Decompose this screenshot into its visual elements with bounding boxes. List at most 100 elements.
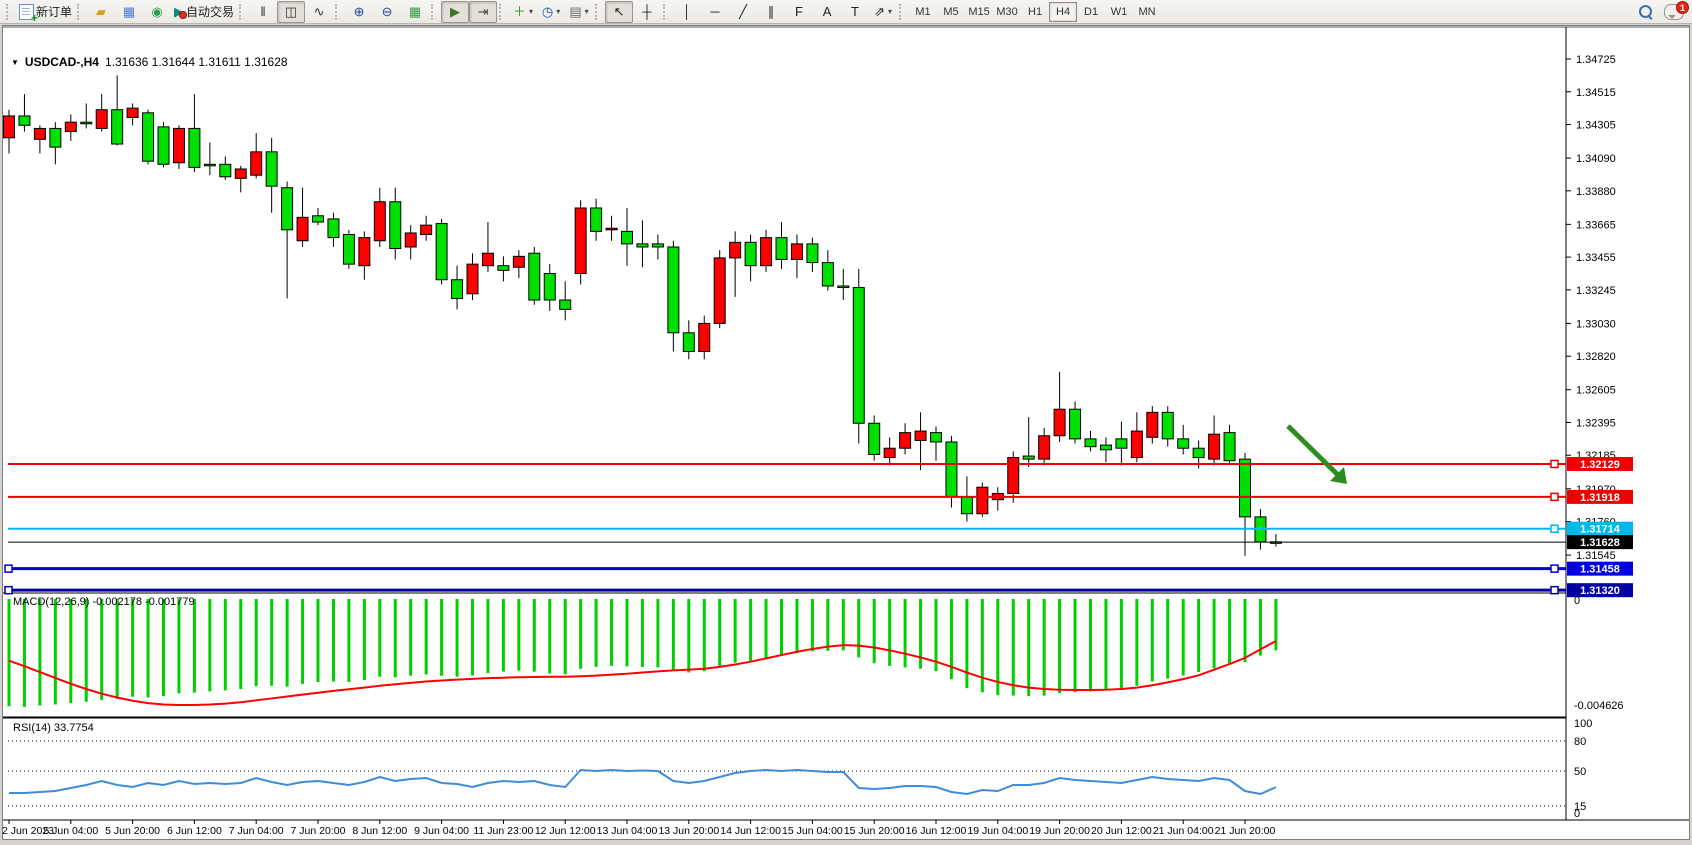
market-watch-button[interactable]: ▰ <box>87 1 115 23</box>
zoom-out-button[interactable]: ⊖ <box>373 1 401 23</box>
timeframe-mn-button[interactable]: MN <box>1138 5 1156 18</box>
bull-candle-body <box>172 127 185 164</box>
bull-candle-body <box>790 243 803 260</box>
templates-button[interactable]: ▤ ▾ <box>565 1 593 23</box>
horizontal-line-button[interactable]: ─ <box>701 1 729 23</box>
bear-candle-body <box>18 115 31 126</box>
line-chart-mode-button[interactable]: ∿ <box>305 1 333 23</box>
bear-candle-body <box>1022 455 1035 460</box>
bear-candle-body <box>327 218 340 239</box>
indicators-icon: ＋ <box>513 4 527 19</box>
clock-icon: ◷ <box>541 4 554 19</box>
timeframe-d1-button[interactable]: D1 <box>1084 5 1099 18</box>
hline-left-handle[interactable] <box>4 564 13 573</box>
time-tick-label: 19 Jun 20:00 <box>1029 825 1090 837</box>
chevron-down-icon[interactable]: ▾ <box>887 7 892 16</box>
notifications-icon[interactable]: 1 <box>1664 1 1689 20</box>
monitor-icon: ▦ <box>122 4 136 19</box>
hline-right-handle[interactable] <box>1550 524 1559 533</box>
hline-right-handle[interactable] <box>1550 585 1559 595</box>
price-tick-label: 1.34090 <box>1576 153 1616 165</box>
chart-shift-button[interactable]: ⇥ <box>469 0 498 23</box>
bar-chart-mode-button[interactable]: ‖ <box>249 1 277 23</box>
timeframe-w1-button[interactable]: W1 <box>1110 5 1128 18</box>
price-tick-label: 1.34725 <box>1576 54 1616 66</box>
bear-candle-body <box>497 265 510 271</box>
price-line-label: 1.31628 <box>1580 537 1620 549</box>
vline-icon: │ <box>682 4 692 19</box>
timeframe-h1-button[interactable]: H1 <box>1028 5 1043 18</box>
bear-candle-body <box>1115 438 1128 449</box>
toolbar-group-separator <box>6 3 11 20</box>
bear-candle-body <box>543 273 556 301</box>
price-line-label: 1.31714 <box>1580 524 1621 536</box>
arrows-button[interactable]: ⇗ ▾ <box>869 1 897 23</box>
search-icon[interactable] <box>1638 4 1654 20</box>
timeframe-m30-button[interactable]: M30 <box>996 5 1018 18</box>
bear-candle-body <box>1192 447 1205 459</box>
timeframe-m15-button[interactable]: M15 <box>968 5 990 18</box>
indicators-button[interactable]: ＋ ▾ <box>509 1 537 23</box>
chevron-down-icon[interactable]: ▾ <box>584 7 589 16</box>
hline-right-handle[interactable] <box>1550 564 1559 573</box>
toolbar-group-separator <box>431 3 436 20</box>
auto-scroll-button[interactable]: ▶ <box>441 0 470 23</box>
text-label-button[interactable]: T <box>841 1 869 23</box>
price-tick-label: 1.34515 <box>1576 87 1616 99</box>
bull-candle-body <box>914 430 927 441</box>
hline-right-handle[interactable] <box>1550 459 1559 469</box>
bear-candle-body <box>389 201 402 250</box>
tile-windows-button[interactable]: ▦ <box>401 1 429 23</box>
bear-candle-body <box>821 262 834 287</box>
time-tick-label: 7 Jun 20:00 <box>291 825 346 837</box>
price-tick-label: 1.33665 <box>1576 219 1616 231</box>
bull-candle-body <box>760 237 773 267</box>
trend-arrow-head[interactable] <box>1330 467 1347 484</box>
crosshair-button[interactable]: ┼ <box>633 1 661 23</box>
text-button[interactable]: A <box>813 1 841 23</box>
time-tick-label: 8 Jun 12:00 <box>352 825 407 837</box>
bull-candle-body <box>605 227 618 231</box>
autotrading-button[interactable]: ▶ 自动交易 <box>171 1 237 23</box>
price-tick-label: 1.32395 <box>1576 417 1616 429</box>
bull-candle-body <box>126 107 139 118</box>
new-order-button[interactable]: 新订单 <box>16 1 75 25</box>
price-line-label-box <box>1567 561 1633 576</box>
bull-candle-body <box>1146 411 1159 438</box>
bar-chart-icon: ‖ <box>260 4 266 19</box>
periods-button[interactable]: ◷ ▾ <box>537 1 565 23</box>
rsi-line <box>9 768 1277 796</box>
vertical-line-button[interactable]: │ <box>673 1 701 23</box>
chart-title-bar: ▼ USDCAD-,H4 1.31636 1.31644 1.31611 1.3… <box>11 55 288 69</box>
fibonacci-button[interactable]: F <box>785 1 813 23</box>
timeframe-m1-button[interactable]: M1 <box>915 5 931 18</box>
hline-right-handle[interactable] <box>1550 492 1559 502</box>
signals-button[interactable]: ◉ <box>143 1 171 23</box>
collapse-triangle-icon[interactable]: ▼ <box>11 57 19 67</box>
price-line-label: 1.31320 <box>1580 585 1620 597</box>
data-window-button[interactable]: ▦ <box>115 1 143 23</box>
chart-shift-icon: ⇥ <box>477 4 489 19</box>
bull-candle-body <box>404 232 417 248</box>
hline-left-handle[interactable] <box>4 585 13 595</box>
trend-arrow-line[interactable] <box>1286 424 1341 478</box>
bull-candle-body <box>883 447 896 459</box>
macd-min-label: -0.004626 <box>1574 700 1624 712</box>
time-tick-label: 5 Jun 20:00 <box>105 825 160 837</box>
trendline-button[interactable]: ╱ <box>729 1 757 23</box>
chevron-down-icon[interactable]: ▾ <box>556 7 561 16</box>
equidistant-channel-button[interactable]: ∥ <box>757 1 785 23</box>
tile-windows-icon: ▦ <box>408 4 422 19</box>
bear-candle-body <box>451 279 464 299</box>
zoom-in-button[interactable]: ⊕ <box>345 1 373 23</box>
bull-candle-body <box>33 127 46 140</box>
bull-candle-body <box>95 109 108 129</box>
toolbar-group-separator <box>663 3 668 20</box>
bear-candle-body <box>1223 432 1236 462</box>
timeframe-h4-button[interactable]: H4 <box>1049 1 1078 22</box>
candle-chart-mode-button[interactable]: ◫ <box>277 0 306 23</box>
chevron-down-icon[interactable]: ▾ <box>529 7 534 16</box>
cursor-button[interactable]: ↖ <box>605 0 634 23</box>
bear-candle-body <box>1177 438 1190 449</box>
timeframe-m5-button[interactable]: M5 <box>943 5 959 18</box>
